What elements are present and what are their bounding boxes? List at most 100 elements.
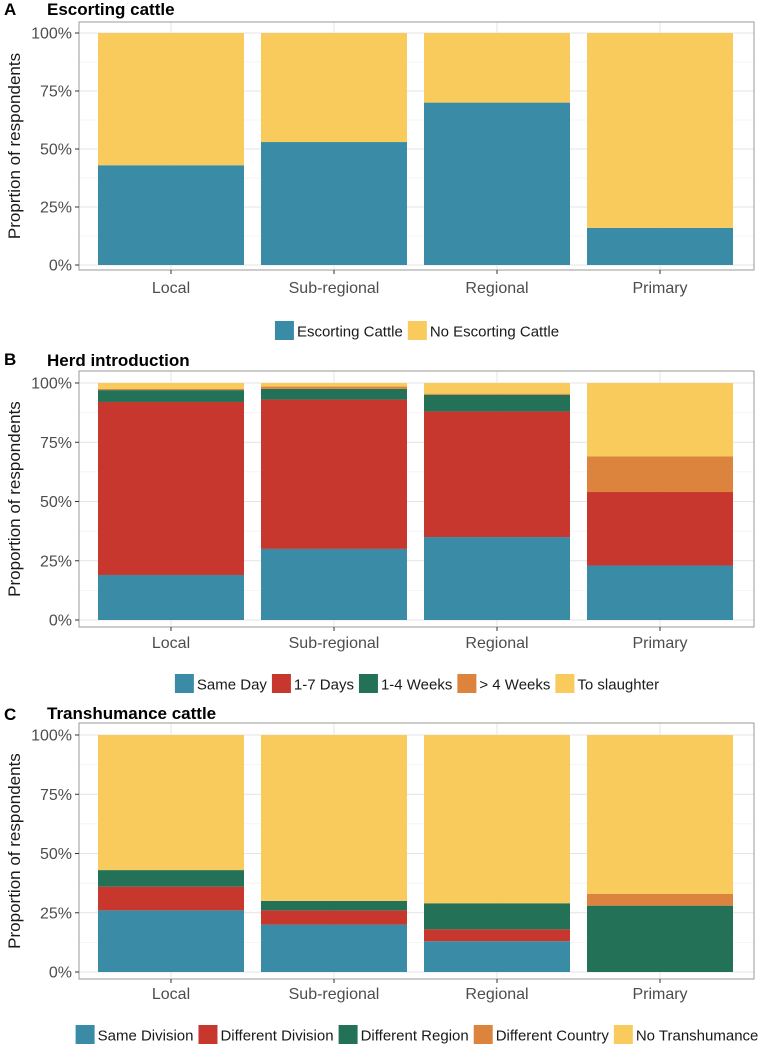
legend-label: Different Region bbox=[361, 1028, 469, 1045]
bar-segment bbox=[261, 924, 407, 972]
y-tick-label: 25% bbox=[40, 200, 72, 217]
legend-swatch bbox=[75, 1025, 95, 1044]
x-tick-label: Sub-regional bbox=[289, 986, 380, 1003]
legend-label: 1-7 Days bbox=[294, 677, 354, 694]
legend-item: Same Division bbox=[75, 1025, 193, 1045]
legend-label: 1-4 Weeks bbox=[381, 677, 452, 694]
bar-segment bbox=[587, 905, 733, 972]
bar-segment bbox=[98, 910, 244, 972]
legend-item: 1-4 Weeks bbox=[358, 674, 452, 694]
legend-swatch bbox=[473, 1025, 493, 1044]
x-tick-label: Sub-regional bbox=[289, 635, 380, 652]
bar-segment bbox=[424, 411, 570, 538]
legend-item: Same Day bbox=[174, 674, 267, 694]
x-tick-label: Sub-regional bbox=[289, 280, 380, 297]
bar-segment bbox=[98, 383, 244, 389]
bar-segment bbox=[424, 383, 570, 394]
bar-segment bbox=[587, 456, 733, 493]
panel-label: A bbox=[4, 0, 16, 19]
bar-segment bbox=[261, 735, 407, 901]
legend-label: Different Country bbox=[496, 1028, 610, 1045]
legend-item: Escorting Cattle bbox=[274, 321, 403, 341]
bar-segment bbox=[98, 886, 244, 911]
legend-swatch bbox=[274, 321, 294, 340]
bars bbox=[98, 383, 733, 620]
panel-transhumance: C Transhumance cattle 0% 25% 50% 75% 100% Local… bbox=[4, 704, 758, 1045]
bar-segment bbox=[587, 565, 733, 620]
y-tick-label: 100% bbox=[31, 728, 72, 745]
legend-item: No Transhumance bbox=[613, 1025, 759, 1045]
legend-swatch bbox=[407, 321, 427, 340]
bar-segment bbox=[424, 903, 570, 930]
y-tick-label: 75% bbox=[40, 84, 72, 101]
bar-segment bbox=[261, 386, 407, 389]
panel-title: Escorting cattle bbox=[47, 0, 175, 19]
bar-segment bbox=[261, 910, 407, 925]
x-tick-label: Primary bbox=[632, 280, 687, 297]
x-tick-label: Primary bbox=[632, 986, 687, 1003]
x-tick-label: Regional bbox=[465, 635, 528, 652]
y-tick-label: 25% bbox=[40, 905, 72, 922]
legend-label: No Transhumance bbox=[636, 1028, 759, 1045]
panel-title: Transhumance cattle bbox=[47, 704, 216, 723]
bar-segment bbox=[98, 401, 244, 575]
bar-segment bbox=[424, 929, 570, 942]
legend-item: Different Country bbox=[473, 1025, 610, 1045]
bar-segment bbox=[424, 33, 570, 103]
bar-segment bbox=[587, 735, 733, 894]
bar-segment bbox=[261, 548, 407, 620]
panel-escorting: A Escorting cattle 0% 25% 50% 75% 100% Local Sub… bbox=[4, 0, 755, 341]
bars bbox=[98, 735, 733, 972]
legend: Same Division Different Division Different… bbox=[75, 1025, 759, 1045]
legend-label: To slaughter bbox=[577, 677, 659, 694]
legend-item: To slaughter bbox=[555, 674, 659, 694]
bar-segment bbox=[424, 102, 570, 265]
bar-segment bbox=[98, 165, 244, 265]
y-axis-label: Proportion of respondents bbox=[5, 753, 24, 949]
x-tick-label: Regional bbox=[465, 280, 528, 297]
bar-segment bbox=[261, 142, 407, 265]
y-tick-label: 0% bbox=[49, 258, 72, 275]
y-tick-label: 100% bbox=[31, 376, 72, 393]
bar-segment bbox=[424, 537, 570, 620]
bar-segment bbox=[587, 383, 733, 457]
x-tick-label: Local bbox=[152, 635, 190, 652]
legend-item: Different Region bbox=[338, 1025, 469, 1045]
bar-segment bbox=[261, 399, 407, 549]
x-tick-label: Primary bbox=[632, 635, 687, 652]
y-tick-label: 50% bbox=[40, 494, 72, 511]
legend-swatch bbox=[198, 1025, 218, 1044]
bar-segment bbox=[98, 33, 244, 166]
bar-segment bbox=[261, 383, 407, 387]
panel-herd: B Herd introduction 0% 25% 50% 75% 100% Local Su… bbox=[4, 350, 755, 694]
legend-label: No Escorting Cattle bbox=[430, 324, 559, 341]
legend-label: Different Division bbox=[220, 1028, 333, 1045]
y-tick-label: 75% bbox=[40, 435, 72, 452]
bar-segment bbox=[587, 893, 733, 906]
bar-segment bbox=[587, 492, 733, 566]
bar-segment bbox=[587, 227, 733, 265]
legend-swatch bbox=[358, 674, 378, 693]
bar-segment bbox=[98, 390, 244, 402]
plot-border bbox=[78, 722, 755, 980]
legend-swatch bbox=[555, 674, 575, 693]
legend-swatch bbox=[338, 1025, 358, 1044]
y-axis-label: Proprtion of respondents bbox=[5, 53, 24, 239]
bar-segment bbox=[261, 33, 407, 143]
y-tick-label: 0% bbox=[49, 965, 72, 982]
legend: Escorting Cattle No Escorting Cattle bbox=[274, 321, 559, 341]
y-tick-label: 50% bbox=[40, 846, 72, 863]
y-tick-label: 100% bbox=[31, 26, 72, 43]
legend-label: > 4 Weeks bbox=[479, 677, 550, 694]
legend-label: Escorting Cattle bbox=[297, 324, 403, 341]
bar-segment bbox=[424, 394, 570, 412]
panel-label: C bbox=[4, 705, 16, 724]
bar-segment bbox=[98, 574, 244, 620]
x-tick-label: Local bbox=[152, 986, 190, 1003]
legend-swatch bbox=[174, 674, 194, 693]
legend-item: > 4 Weeks bbox=[457, 674, 550, 694]
legend-item: 1-7 Days bbox=[271, 674, 354, 694]
x-tick-label: Regional bbox=[465, 986, 528, 1003]
bar-segment bbox=[261, 900, 407, 911]
